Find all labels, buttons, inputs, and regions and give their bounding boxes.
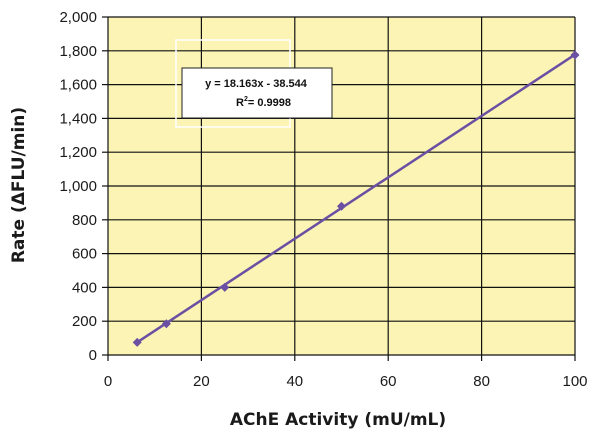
x-tick-label: 40 xyxy=(286,373,303,390)
x-tick-label: 60 xyxy=(380,373,397,390)
x-axis-title: AChE Activity (mU/mL) xyxy=(230,410,446,430)
y-tick-label: 0 xyxy=(89,347,97,364)
r-squared-exponent: 2 xyxy=(244,96,248,103)
y-tick-label: 1,400 xyxy=(59,110,97,127)
x-tick-label: 20 xyxy=(193,373,210,390)
r-squared-value: = 0.9998 xyxy=(248,97,291,109)
series-group xyxy=(132,50,580,347)
y-tick-label: 1,000 xyxy=(59,178,97,195)
x-tick-label: 80 xyxy=(473,373,490,390)
y-tick-label: 1,800 xyxy=(59,43,97,60)
y-tick-label: 600 xyxy=(72,246,97,263)
data-point xyxy=(570,50,580,60)
y-tick-label: 400 xyxy=(72,279,97,296)
data-point xyxy=(220,282,230,292)
y-tick-label: 2,000 xyxy=(59,9,97,26)
data-point xyxy=(161,319,171,329)
trendline xyxy=(136,53,576,344)
y-tick-label: 1,600 xyxy=(59,77,97,94)
equation-text: y = 18.163x - 38.544 xyxy=(205,78,308,90)
data-point xyxy=(132,337,142,347)
data-point xyxy=(337,201,346,211)
x-axis-ticks: 0 20 40 60 80 100 xyxy=(104,355,588,390)
r-squared-text: R2= 0.9998 xyxy=(236,96,291,109)
y-axis-title: Rate (ΔFLU/min) xyxy=(9,107,29,263)
y-axis-ticks: 0 200 400 600 800 1,000 1,200 1,400 1,600 1,800 2,… xyxy=(59,9,108,364)
x-tick-label: 0 xyxy=(104,373,112,390)
equation-box xyxy=(181,67,333,119)
r-squared-label: R xyxy=(236,97,244,109)
y-tick-label: 800 xyxy=(72,212,97,229)
y-tick-label: 200 xyxy=(72,313,97,330)
x-tick-label: 100 xyxy=(562,373,587,390)
y-tick-label: 1,200 xyxy=(59,144,97,161)
equation-annotation: y = 18.163x - 38.544 R2= 0.9998 xyxy=(175,39,333,128)
